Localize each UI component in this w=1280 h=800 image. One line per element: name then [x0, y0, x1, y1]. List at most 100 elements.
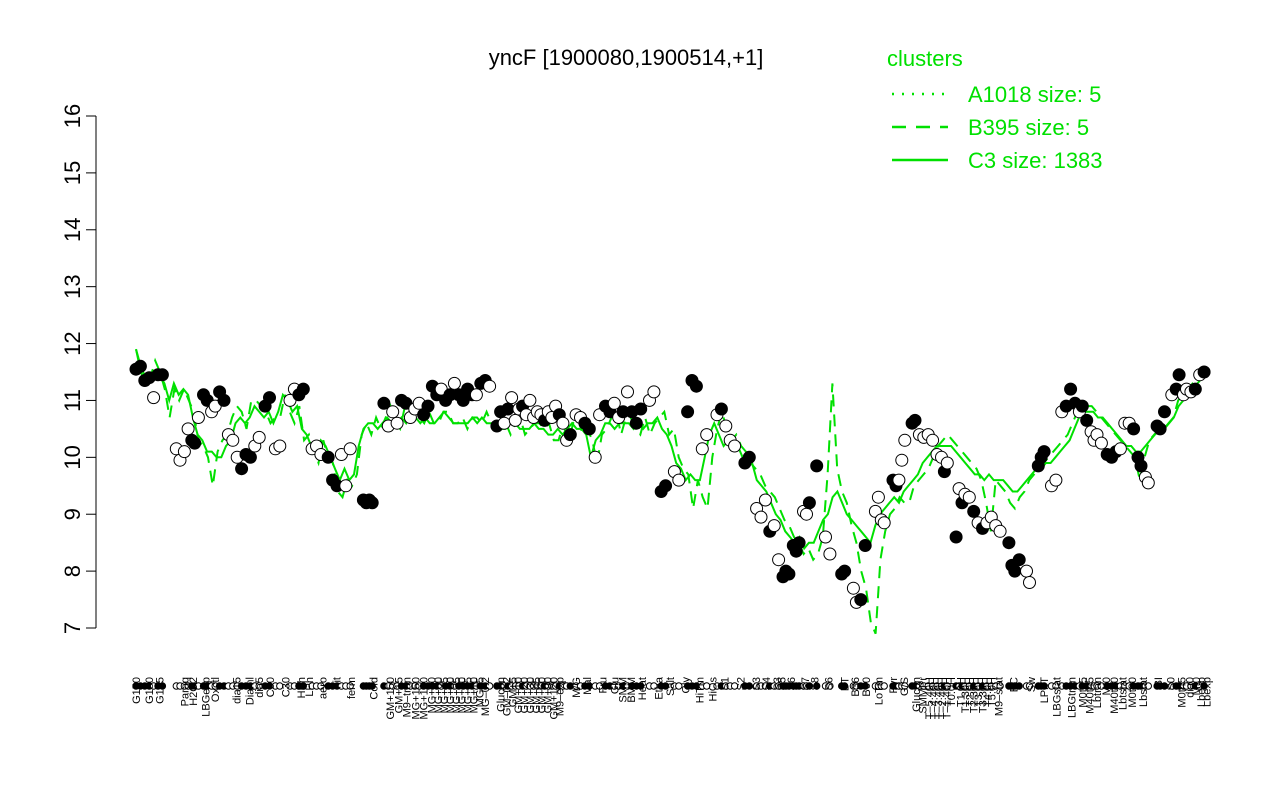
data-point	[181, 422, 195, 436]
data-point	[772, 553, 786, 567]
x-tick-label: T–4.40H	[928, 677, 940, 719]
x-tick-label: Lbexp	[1201, 677, 1213, 707]
y-tick-label: 10	[60, 445, 85, 469]
x-tick-label: Mal	[582, 677, 594, 695]
data-point	[1197, 365, 1211, 379]
data-point	[582, 422, 596, 436]
data-point	[217, 393, 231, 407]
x-tick-label: Lbtran	[1092, 677, 1104, 708]
x-rug-mark	[1200, 682, 1208, 690]
y-axis: 7 8 9 10 11 12 13 14 15 16	[60, 104, 97, 634]
data-point	[695, 442, 709, 456]
data-point	[483, 379, 497, 393]
x-tick-label: M/G	[571, 677, 583, 698]
legend-entry-label: A1018 size: 5	[968, 82, 1101, 107]
x-tick-label: LBGexp	[201, 677, 213, 717]
x-rug-mark	[813, 682, 821, 690]
data-point	[321, 450, 335, 464]
x-tick-label: Cold	[369, 677, 381, 700]
data-point	[501, 402, 515, 416]
x-tick-label: C30	[281, 677, 293, 697]
x-tick-label: M9–tran	[402, 677, 414, 717]
data-point	[1113, 442, 1127, 456]
data-point	[177, 445, 191, 459]
data-point	[1049, 473, 1063, 487]
data-point	[1023, 576, 1036, 589]
x-tick-label: G/S	[899, 677, 911, 696]
x-tick-label: M0t90	[1127, 677, 1139, 708]
data-point	[1094, 436, 1108, 450]
y-tick-label: 9	[60, 508, 85, 520]
data-point	[659, 479, 673, 493]
data-points	[129, 359, 1211, 609]
x-tick-label: GM+15	[394, 677, 406, 713]
x-rug-mark	[805, 682, 814, 690]
y-tick-label: 13	[60, 274, 85, 298]
x-tick-label: GM–0.2	[501, 677, 513, 716]
data-point	[556, 416, 570, 430]
data-point	[377, 396, 391, 410]
x-tick-label: G180	[144, 677, 156, 704]
data-point	[1141, 476, 1155, 490]
x-tick-label: Lbexp	[1196, 677, 1208, 707]
x-tick-label: MG+15	[463, 677, 475, 713]
x-tick-label: MG–0.2	[480, 677, 492, 716]
x-tick-label: GM+30	[525, 677, 537, 713]
x-rug-mark	[368, 682, 376, 690]
y-tick-label: 8	[60, 565, 85, 577]
x-tick-label: GM+150	[385, 677, 397, 720]
data-point	[588, 450, 602, 464]
x-tick-label: SMM	[617, 677, 629, 703]
x-tick-label: S7	[800, 677, 812, 690]
x-tick-label: MG+20	[457, 677, 469, 713]
x-tick-label: GM+90	[543, 677, 555, 713]
x-tick-label: MG+60	[433, 677, 445, 713]
data-point	[892, 473, 906, 487]
x-tick-label: M0t45	[1077, 677, 1089, 708]
data-point	[792, 536, 806, 550]
x-rug-mark	[1160, 682, 1169, 690]
data-point	[647, 385, 661, 399]
x-rug-mark	[996, 682, 1004, 690]
x-rug-mark	[745, 682, 753, 690]
x-tick-label: SMMPr	[917, 677, 929, 714]
data-point	[191, 411, 205, 424]
data-point	[1134, 459, 1148, 473]
x-tick-label: Mt0	[1191, 677, 1203, 695]
data-point	[1172, 368, 1186, 382]
x-rug-mark	[943, 682, 951, 690]
x-tick-label: C90	[265, 677, 277, 697]
legend-entry-label: B395 size: 5	[968, 115, 1089, 140]
data-point	[263, 391, 276, 405]
x-tick-label: LBGtran	[1066, 677, 1078, 718]
x-rug-mark	[840, 682, 849, 690]
data-point	[188, 436, 202, 450]
x-tick-label: MG+30	[445, 677, 457, 713]
data-point	[235, 462, 249, 476]
data-point	[447, 376, 461, 390]
y-tick-label: 14	[60, 218, 85, 242]
data-point	[226, 433, 240, 447]
data-point	[926, 433, 940, 447]
y-tick-label: 7	[60, 622, 85, 634]
data-point	[782, 567, 796, 581]
data-point	[672, 473, 686, 487]
x-tick-label: M9–exp	[554, 677, 566, 716]
x-tick-label: nit	[331, 677, 343, 689]
x-rug-mark	[1144, 682, 1153, 690]
x-tick-label: Etha	[653, 676, 665, 700]
x-tick-label: T4.0H	[982, 677, 994, 707]
x-tick-label: GM+60	[537, 677, 549, 713]
x-tick-label: T–5.40H	[924, 677, 936, 719]
data-point	[689, 379, 703, 393]
x-tick-label: GM+45	[531, 677, 543, 713]
x-tick-label: S4	[761, 677, 773, 690]
data-point	[846, 581, 860, 595]
data-point	[1188, 382, 1202, 396]
legend-title: clusters	[887, 46, 963, 71]
x-tick-label: Paraq	[179, 677, 191, 706]
data-point	[386, 405, 400, 419]
data-point	[681, 405, 695, 419]
data-point	[629, 416, 643, 430]
data-point	[1080, 413, 1094, 427]
